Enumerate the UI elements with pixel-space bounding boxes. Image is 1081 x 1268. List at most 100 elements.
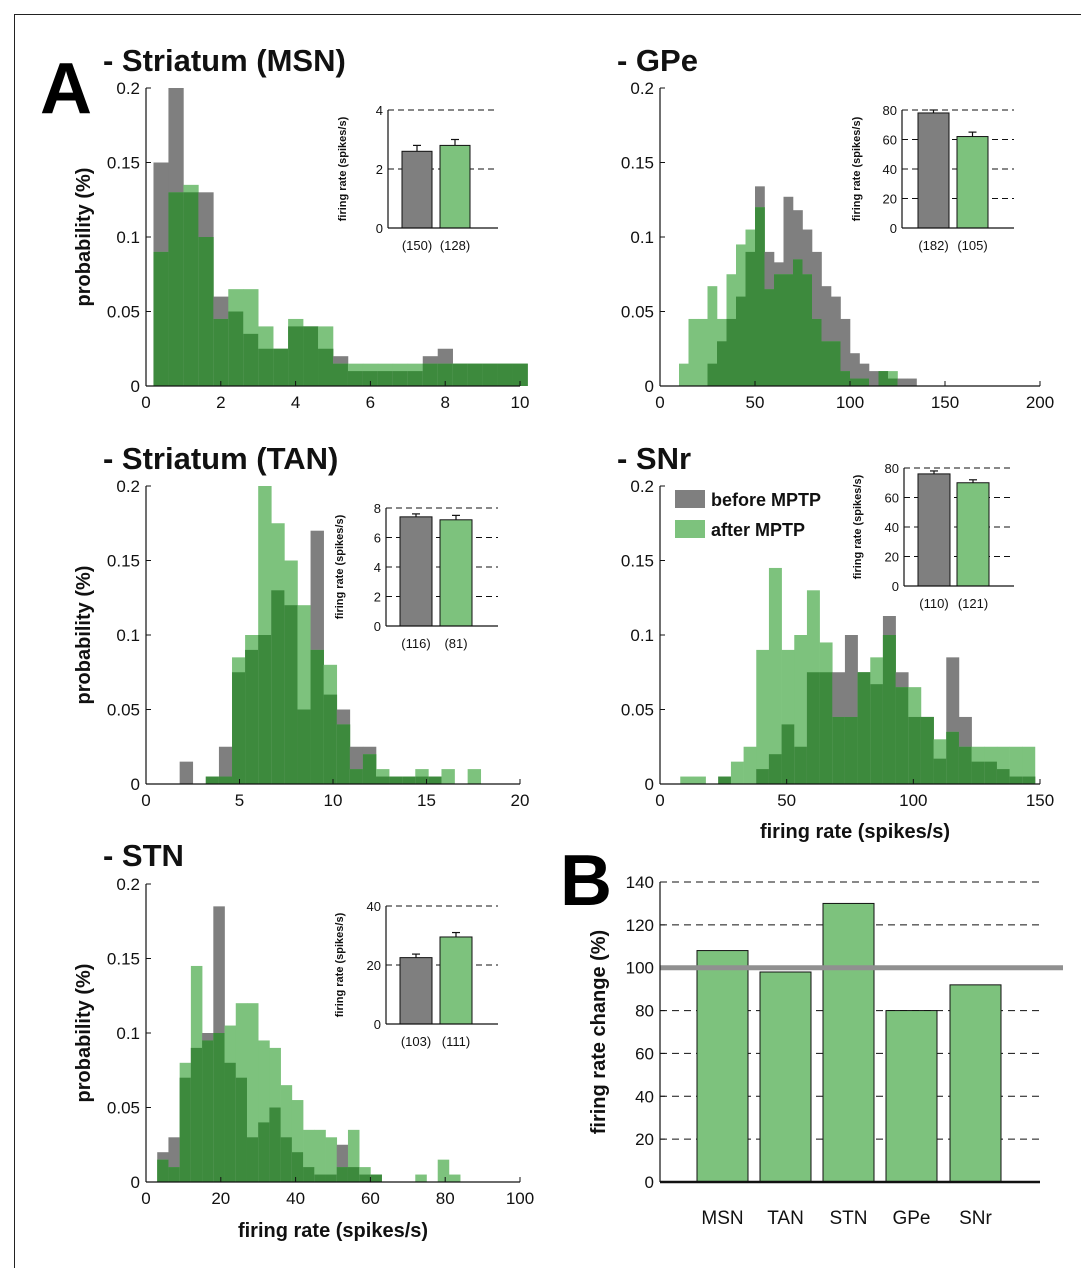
y-tick-label: 0.1: [116, 1024, 140, 1043]
inset-y-tick-label: 8: [374, 501, 381, 516]
y-tick-label: 0.2: [116, 79, 140, 98]
hist-bar-overlap: [882, 635, 896, 784]
x-tick-label: 150: [931, 393, 959, 412]
inset-count-label: (182): [918, 238, 948, 253]
hist-bar-overlap: [183, 192, 199, 386]
hist-bar-overlap: [325, 1174, 338, 1182]
hist-bar-overlap: [832, 716, 846, 784]
inset-y-tick-label: 20: [885, 550, 899, 565]
inset-y-tick-label: 20: [367, 958, 381, 973]
hist-bar-overlap: [971, 761, 985, 784]
hist-bar-overlap: [497, 363, 513, 386]
change-bar: [822, 902, 875, 1183]
hist-bar-after: [707, 286, 718, 386]
y-axis-label: probability (%): [73, 168, 95, 307]
legend-label-after: after MPTP: [711, 520, 805, 540]
hist-bar-after: [1022, 746, 1036, 784]
inset-y-axis-label: firing rate (spikes/s): [337, 116, 349, 221]
hist-bar-after: [441, 769, 455, 784]
y-tick-label: 0.2: [116, 477, 140, 496]
y-tick-label: 60: [635, 1044, 654, 1063]
hist-bar-overlap: [783, 274, 794, 386]
hist-bar-overlap: [258, 348, 274, 386]
inset-gpe: 0 20 40 60 80 (182) (105) firing rate (spikes/s…: [851, 98, 1022, 258]
hist-bar-overlap: [717, 341, 727, 386]
hist-bar-before: [840, 318, 851, 386]
y-tick-label: 0.2: [630, 477, 654, 496]
hist-bar-overlap: [878, 371, 889, 386]
x-tick-label: 50: [746, 393, 765, 412]
hist-bar-after: [679, 363, 689, 386]
y-tick-label: 140: [626, 873, 654, 892]
hist-bar-overlap: [781, 724, 795, 784]
hist-bar-overlap: [280, 1137, 293, 1182]
hist-bar-overlap: [755, 207, 765, 386]
hist-bar-after: [246, 1003, 259, 1182]
change-bar: [885, 1010, 938, 1183]
inset-count-label: (81): [444, 636, 467, 651]
x-tick-label: 50: [777, 791, 796, 810]
x-tick-label: 15: [417, 791, 436, 810]
hist-bar-overlap: [437, 363, 453, 386]
inset-y-tick-label: 4: [376, 103, 383, 118]
y-tick-label: 20: [635, 1130, 654, 1149]
x-tick-label: 200: [1026, 393, 1054, 412]
hist-bar-overlap: [224, 1062, 237, 1182]
x-tick-label: 0: [655, 393, 664, 412]
inset-bar-after: [956, 482, 990, 587]
y-axis-label: firing rate change (%): [588, 930, 610, 1134]
inset-y-tick-label: 60: [883, 133, 897, 148]
hist-bar-overlap: [362, 754, 377, 784]
y-tick-label: 0: [131, 775, 140, 794]
category-label: TAN: [767, 1208, 804, 1229]
hist-bar-overlap: [198, 237, 214, 386]
hist-bar-overlap: [768, 754, 782, 784]
y-axis-label: probability (%): [73, 566, 95, 705]
hist-bar-overlap: [303, 326, 319, 386]
hist-bar-overlap: [793, 259, 803, 386]
hist-bar-after: [698, 318, 708, 386]
legend: before MPTP after MPTP: [675, 490, 821, 540]
chart-title: - Striatum (TAN): [103, 441, 338, 476]
legend-swatch-after: [675, 520, 705, 538]
hist-bar-overlap: [415, 776, 429, 784]
hist-bar-overlap: [269, 1107, 281, 1182]
hist-bar-after: [314, 1129, 326, 1182]
x-tick-label: 150: [1026, 791, 1054, 810]
hist-bar-overlap: [707, 363, 718, 386]
category-label: GPe: [892, 1208, 930, 1229]
hist-bar-overlap: [402, 776, 416, 784]
x-tick-label: 20: [511, 791, 530, 810]
y-tick-label: 0.05: [621, 303, 654, 322]
hist-bar-before: [336, 1144, 349, 1182]
chart-title: - SNr: [617, 441, 691, 476]
hist-bar-overlap: [736, 296, 746, 386]
x-tick-label: 0: [141, 1189, 150, 1208]
x-tick-label: 6: [366, 393, 375, 412]
hist-bar-after: [1009, 746, 1023, 784]
hist-bar-overlap: [726, 318, 737, 386]
hist-bar-before: [168, 1137, 180, 1182]
x-tick-label: 60: [361, 1189, 380, 1208]
hist-bar-overlap: [452, 363, 468, 386]
hist-bar-overlap: [958, 746, 972, 784]
inset-y-tick-label: 40: [367, 899, 381, 914]
x-axis-label: firing rate (spikes/s): [238, 1220, 428, 1242]
y-tick-label: 0.15: [621, 154, 654, 173]
y-tick-label: 80: [635, 1002, 654, 1021]
inset-count-label: (110): [919, 596, 948, 611]
hist-bar-overlap: [168, 1167, 180, 1182]
hist-bar-overlap: [258, 635, 272, 784]
hist-bar-overlap: [168, 192, 184, 386]
hist-bar-overlap: [984, 761, 998, 784]
y-tick-label: 0.15: [621, 552, 654, 571]
y-tick-label: 0.2: [630, 79, 654, 98]
chart-title: - STN: [103, 838, 184, 873]
hist-bar-overlap: [213, 1033, 225, 1182]
hist-bar-overlap: [850, 378, 860, 386]
hist-bar-overlap: [359, 1174, 371, 1182]
hist-bar-overlap: [895, 687, 909, 784]
hist-bar-overlap: [318, 348, 334, 386]
chart-msn: - Striatum (MSN) 0 2 4 6 8 10 0 0.05 0.1 0.15 0.2 pr…: [73, 43, 529, 412]
hist-bar-after: [768, 567, 782, 784]
